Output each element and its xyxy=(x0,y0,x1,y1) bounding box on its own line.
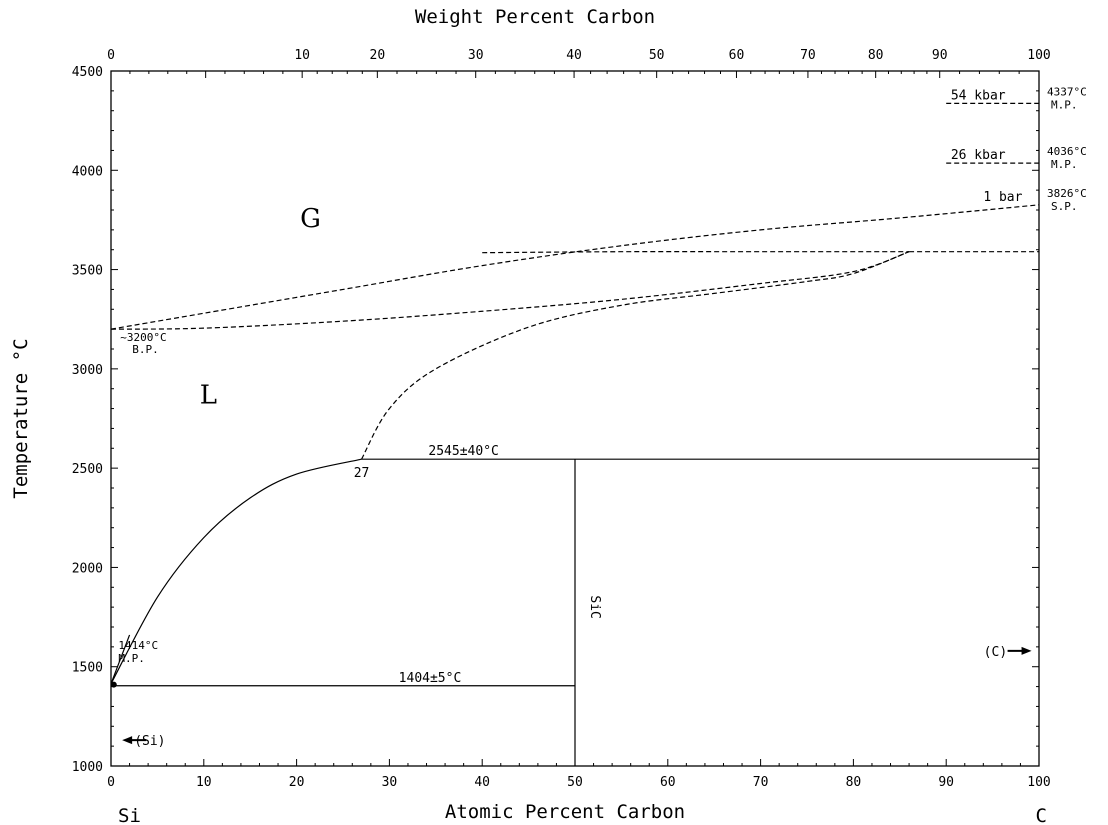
phase-label: G xyxy=(300,204,321,234)
x-tick-label: 50 xyxy=(567,775,583,790)
annotation-label: (Si) xyxy=(134,734,165,749)
annotation-label: SiC xyxy=(587,595,602,618)
x-axis-title: Atomic Percent Carbon xyxy=(445,801,685,823)
annotation-label: M.P. xyxy=(1051,158,1078,171)
corner-label-c: C xyxy=(1036,805,1047,825)
x2-tick-label: 90 xyxy=(932,48,948,63)
x2-tick-label: 10 xyxy=(294,48,310,63)
arrow-head-icon xyxy=(1021,646,1032,655)
x2-tick-label: 20 xyxy=(370,48,386,63)
x-tick-label: 0 xyxy=(107,775,115,790)
eutectic-point-marker xyxy=(110,681,117,688)
annotation-label: 4036°C xyxy=(1047,145,1087,158)
x2-tick-label: 0 xyxy=(107,48,115,63)
annotation-label: M.P. xyxy=(1051,98,1078,111)
annotation-label: 4337°C xyxy=(1047,85,1087,98)
x2-tick-label: 60 xyxy=(729,48,745,63)
annotation-label: 3826°C xyxy=(1047,187,1087,200)
corner-label-si: Si xyxy=(118,805,141,825)
annotation-label: 1414°C xyxy=(118,639,158,652)
x2-tick-label: 40 xyxy=(566,48,582,63)
annotation-label: 1 bar xyxy=(983,190,1022,205)
y-tick-label: 2000 xyxy=(72,561,103,576)
y-tick-label: 1000 xyxy=(72,760,103,775)
y-tick-label: 2500 xyxy=(72,462,103,477)
solid-boundary-line xyxy=(110,458,362,685)
x-tick-label: 80 xyxy=(846,775,862,790)
x2-tick-label: 80 xyxy=(868,48,884,63)
annotation-label: B.P. xyxy=(132,343,159,356)
dashed-boundary-line xyxy=(110,204,1040,330)
x-tick-label: 10 xyxy=(196,775,212,790)
x2-tick-label: 30 xyxy=(468,48,484,63)
y-axis-title: Temperature °C xyxy=(10,338,32,498)
x2-axis-title: Weight Percent Carbon xyxy=(415,6,655,28)
dashed-boundary-line xyxy=(361,251,910,460)
x2-tick-label: 70 xyxy=(800,48,816,63)
x-tick-label: 20 xyxy=(289,775,305,790)
y-tick-label: 1500 xyxy=(72,661,103,676)
arrow-head-icon xyxy=(122,736,133,745)
dashed-boundary-line xyxy=(482,251,910,254)
annotation-label: 26 kbar xyxy=(951,148,1006,163)
y-tick-label: 3000 xyxy=(72,363,103,378)
y-tick-label: 4500 xyxy=(72,65,103,80)
x-tick-label: 90 xyxy=(938,775,954,790)
annotation-label: (C) xyxy=(984,645,1007,660)
annotation-label: ~3200°C xyxy=(120,331,166,344)
y-tick-label: 3500 xyxy=(72,264,103,279)
x-tick-label: 40 xyxy=(474,775,490,790)
annotation-label: 54 kbar xyxy=(951,88,1006,103)
x-tick-label: 100 xyxy=(1027,775,1050,790)
y-tick-label: 4000 xyxy=(72,164,103,179)
x-tick-label: 70 xyxy=(753,775,769,790)
annotation-label: S.P. xyxy=(1051,200,1078,213)
x2-tick-label: 100 xyxy=(1027,48,1050,63)
dashed-boundary-line xyxy=(110,251,910,330)
x-tick-label: 60 xyxy=(660,775,676,790)
annotation-label: M.P. xyxy=(118,652,145,665)
x-tick-label: 30 xyxy=(382,775,398,790)
solid-boundary-line xyxy=(110,634,131,685)
annotation-label: 1404±5°C xyxy=(399,671,462,686)
x2-tick-label: 50 xyxy=(649,48,665,63)
phase-label: L xyxy=(200,381,217,411)
annotation-label: 27 xyxy=(354,466,370,481)
annotation-label: 2545±40°C xyxy=(428,444,498,459)
